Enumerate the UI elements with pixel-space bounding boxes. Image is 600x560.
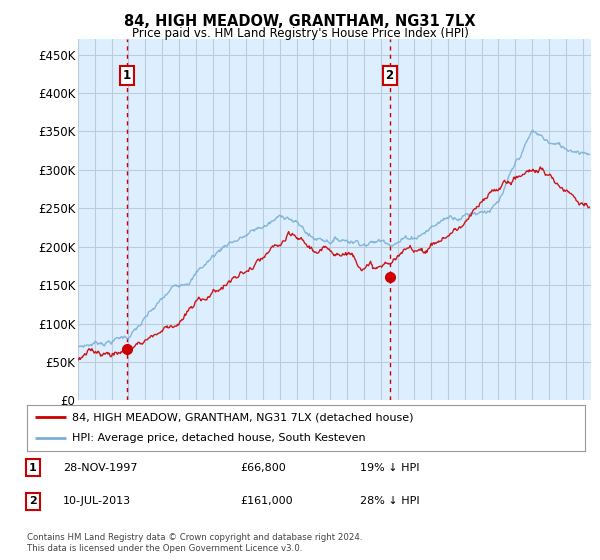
Text: 19% ↓ HPI: 19% ↓ HPI: [360, 463, 419, 473]
Text: Price paid vs. HM Land Registry's House Price Index (HPI): Price paid vs. HM Land Registry's House …: [131, 27, 469, 40]
Text: £161,000: £161,000: [240, 496, 293, 506]
Text: 28-NOV-1997: 28-NOV-1997: [63, 463, 137, 473]
Text: 2: 2: [386, 69, 394, 82]
Text: Contains HM Land Registry data © Crown copyright and database right 2024.
This d: Contains HM Land Registry data © Crown c…: [27, 533, 362, 553]
Text: £66,800: £66,800: [240, 463, 286, 473]
Text: 84, HIGH MEADOW, GRANTHAM, NG31 7LX: 84, HIGH MEADOW, GRANTHAM, NG31 7LX: [124, 14, 476, 29]
Text: HPI: Average price, detached house, South Kesteven: HPI: Average price, detached house, Sout…: [71, 433, 365, 444]
Text: 1: 1: [123, 69, 131, 82]
Text: 10-JUL-2013: 10-JUL-2013: [63, 496, 131, 506]
Text: 2: 2: [29, 496, 37, 506]
Text: 28% ↓ HPI: 28% ↓ HPI: [360, 496, 419, 506]
Text: 84, HIGH MEADOW, GRANTHAM, NG31 7LX (detached house): 84, HIGH MEADOW, GRANTHAM, NG31 7LX (det…: [71, 412, 413, 422]
Text: 1: 1: [29, 463, 37, 473]
